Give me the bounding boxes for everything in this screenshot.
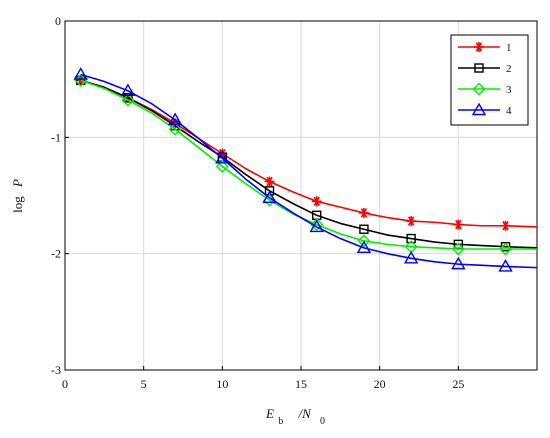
axis-ticks: 0 5 10 15 20 25 0 -1 -2 -3 xyxy=(51,14,464,391)
series-point xyxy=(311,196,322,207)
series-point xyxy=(498,259,513,272)
legend-marker xyxy=(474,63,484,73)
y-tick-label: -1 xyxy=(51,130,61,144)
legend-marker xyxy=(474,42,484,52)
series-point xyxy=(262,190,277,204)
legend-marker xyxy=(472,82,486,96)
series-point xyxy=(168,122,182,136)
x-axis-label-mid: /N xyxy=(297,406,312,421)
series-point xyxy=(76,75,86,86)
x-axis-label-sub1: b xyxy=(278,416,283,427)
series-point xyxy=(499,242,513,256)
series-point xyxy=(453,219,464,230)
series-point xyxy=(215,150,230,164)
x-tick-label: 20 xyxy=(374,377,386,391)
series-point xyxy=(309,219,324,233)
x-axis-label-main: E xyxy=(265,406,274,421)
series-point xyxy=(121,93,135,107)
series-point xyxy=(264,176,275,187)
series-point xyxy=(406,233,416,244)
y-axis-label: log P xyxy=(10,179,25,213)
legend: 1 2 3 4 xyxy=(450,34,529,126)
series-point xyxy=(403,250,419,264)
x-axis-label-sub2: 0 xyxy=(320,416,325,427)
x-axis-label: E b /N 0 xyxy=(265,406,325,427)
legend-entry-3: 3 xyxy=(458,82,512,96)
series-point xyxy=(451,256,466,270)
y-tick-label: -2 xyxy=(51,247,61,261)
legend-marker xyxy=(471,102,487,116)
x-tick-label: 15 xyxy=(295,377,307,391)
y-axis-label-var: P xyxy=(10,179,25,188)
legend-entry-4: 4 xyxy=(458,102,512,117)
legend-entries: 1 2 3 4 xyxy=(458,42,512,117)
series-point xyxy=(500,220,511,231)
series-point xyxy=(310,218,324,232)
series-point xyxy=(358,207,369,218)
series-point xyxy=(406,216,417,227)
x-tick-label: 0 xyxy=(62,377,68,391)
y-tick-label: 0 xyxy=(55,14,61,28)
series-point xyxy=(167,112,183,126)
series-4 xyxy=(73,67,538,272)
x-tick-label: 10 xyxy=(216,377,228,391)
series-point xyxy=(359,224,369,234)
legend-entry-2: 2 xyxy=(458,63,512,75)
series-layer xyxy=(73,67,538,272)
series-point xyxy=(120,83,136,97)
legend-label: 4 xyxy=(506,105,512,117)
legend-label: 2 xyxy=(506,63,512,75)
x-tick-label: 25 xyxy=(452,377,464,391)
series-point xyxy=(357,234,371,248)
legend-entry-1: 1 xyxy=(458,42,512,54)
legend-box xyxy=(450,34,529,126)
series-point xyxy=(73,67,88,80)
legend-label: 3 xyxy=(506,84,512,96)
y-axis-label-main: log xyxy=(10,196,25,213)
x-tick-label: 5 xyxy=(141,377,147,391)
series-point xyxy=(215,159,229,173)
legend-label: 1 xyxy=(506,42,512,54)
y-tick-label: -3 xyxy=(51,363,61,377)
series-point xyxy=(356,240,372,254)
series-point xyxy=(451,242,465,256)
